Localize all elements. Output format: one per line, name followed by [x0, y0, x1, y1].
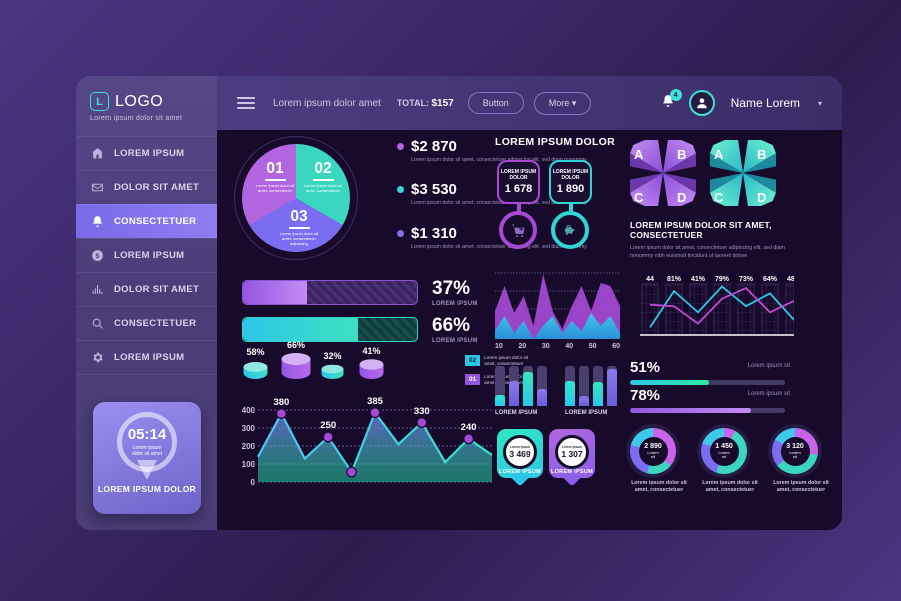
svg-text:44: 44 — [646, 276, 654, 283]
svg-text:250: 250 — [320, 420, 336, 431]
svg-text:385: 385 — [367, 396, 384, 407]
svg-text:81%: 81% — [667, 276, 682, 283]
svg-text:41%: 41% — [691, 276, 706, 283]
svg-text:0: 0 — [251, 478, 256, 485]
svg-text:79%: 79% — [715, 276, 730, 283]
svg-text:240: 240 — [461, 422, 477, 433]
svg-text:64%: 64% — [763, 276, 778, 283]
svg-text:48%: 48% — [787, 276, 794, 283]
svg-text:100: 100 — [242, 460, 256, 469]
svg-text:400: 400 — [242, 406, 256, 415]
svg-text:380: 380 — [273, 397, 289, 408]
svg-text:$: $ — [95, 253, 99, 260]
svg-text:300: 300 — [242, 424, 256, 433]
svg-text:200: 200 — [242, 442, 256, 451]
svg-text:330: 330 — [414, 406, 430, 417]
svg-text:73%: 73% — [739, 276, 754, 283]
